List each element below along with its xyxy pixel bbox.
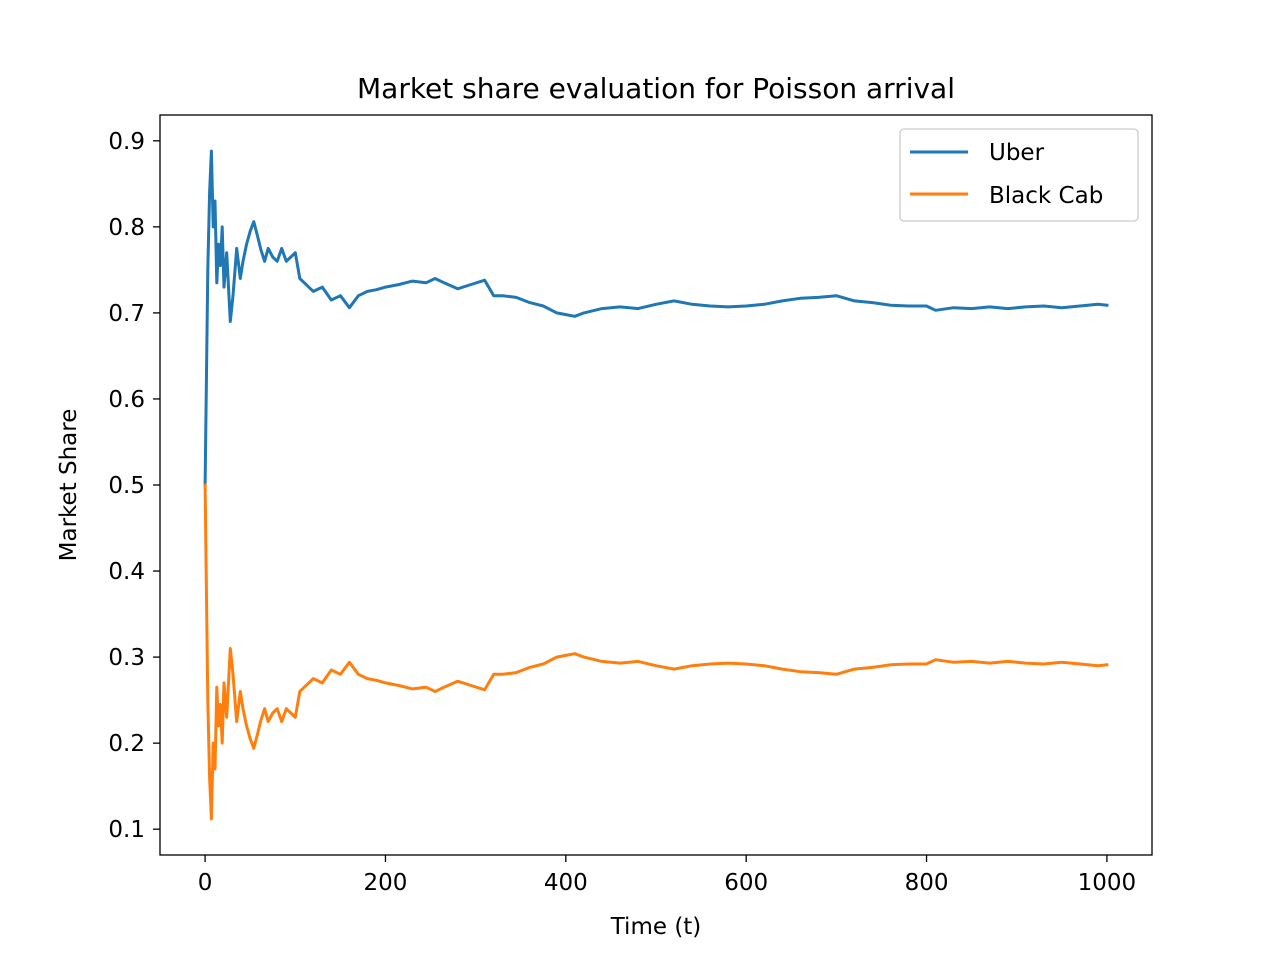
legend-black-cab-label: Black Cab	[989, 183, 1103, 209]
series-line-uber	[203, 149, 1109, 487]
y-axis: 0.1 0.2 0.3 0.4 0.5 0.6 0.7 0.8 0.9	[108, 129, 160, 843]
x-tick-label: 200	[364, 870, 408, 896]
legend-uber-label: Uber	[989, 140, 1045, 166]
y-tick-label: 0.7	[108, 301, 145, 327]
x-axis: 0 200 400 600 800 1000	[198, 855, 1136, 896]
x-tick-label: 800	[905, 870, 949, 896]
chart-title: Market share evaluation for Poisson arri…	[357, 72, 955, 105]
x-axis-label: Time (t)	[610, 914, 702, 940]
y-axis-label: Market Share	[56, 409, 82, 562]
y-tick-label: 0.2	[108, 731, 145, 757]
x-tick-label: 600	[724, 870, 768, 896]
y-tick-label: 0.5	[108, 473, 145, 499]
y-tick-label: 0.6	[108, 387, 145, 413]
y-tick-label: 0.1	[108, 817, 145, 843]
x-tick-label: 1000	[1078, 870, 1137, 896]
x-tick-label: 400	[544, 870, 588, 896]
y-tick-label: 0.4	[108, 559, 145, 585]
x-tick-label: 0	[198, 870, 213, 896]
y-tick-label: 0.8	[108, 215, 145, 241]
legend: Uber Black Cab	[899, 128, 1139, 222]
series-line-black-cab	[203, 483, 1109, 821]
y-tick-label: 0.3	[108, 645, 145, 671]
series-layer	[203, 149, 1109, 821]
y-tick-label: 0.9	[108, 129, 145, 155]
